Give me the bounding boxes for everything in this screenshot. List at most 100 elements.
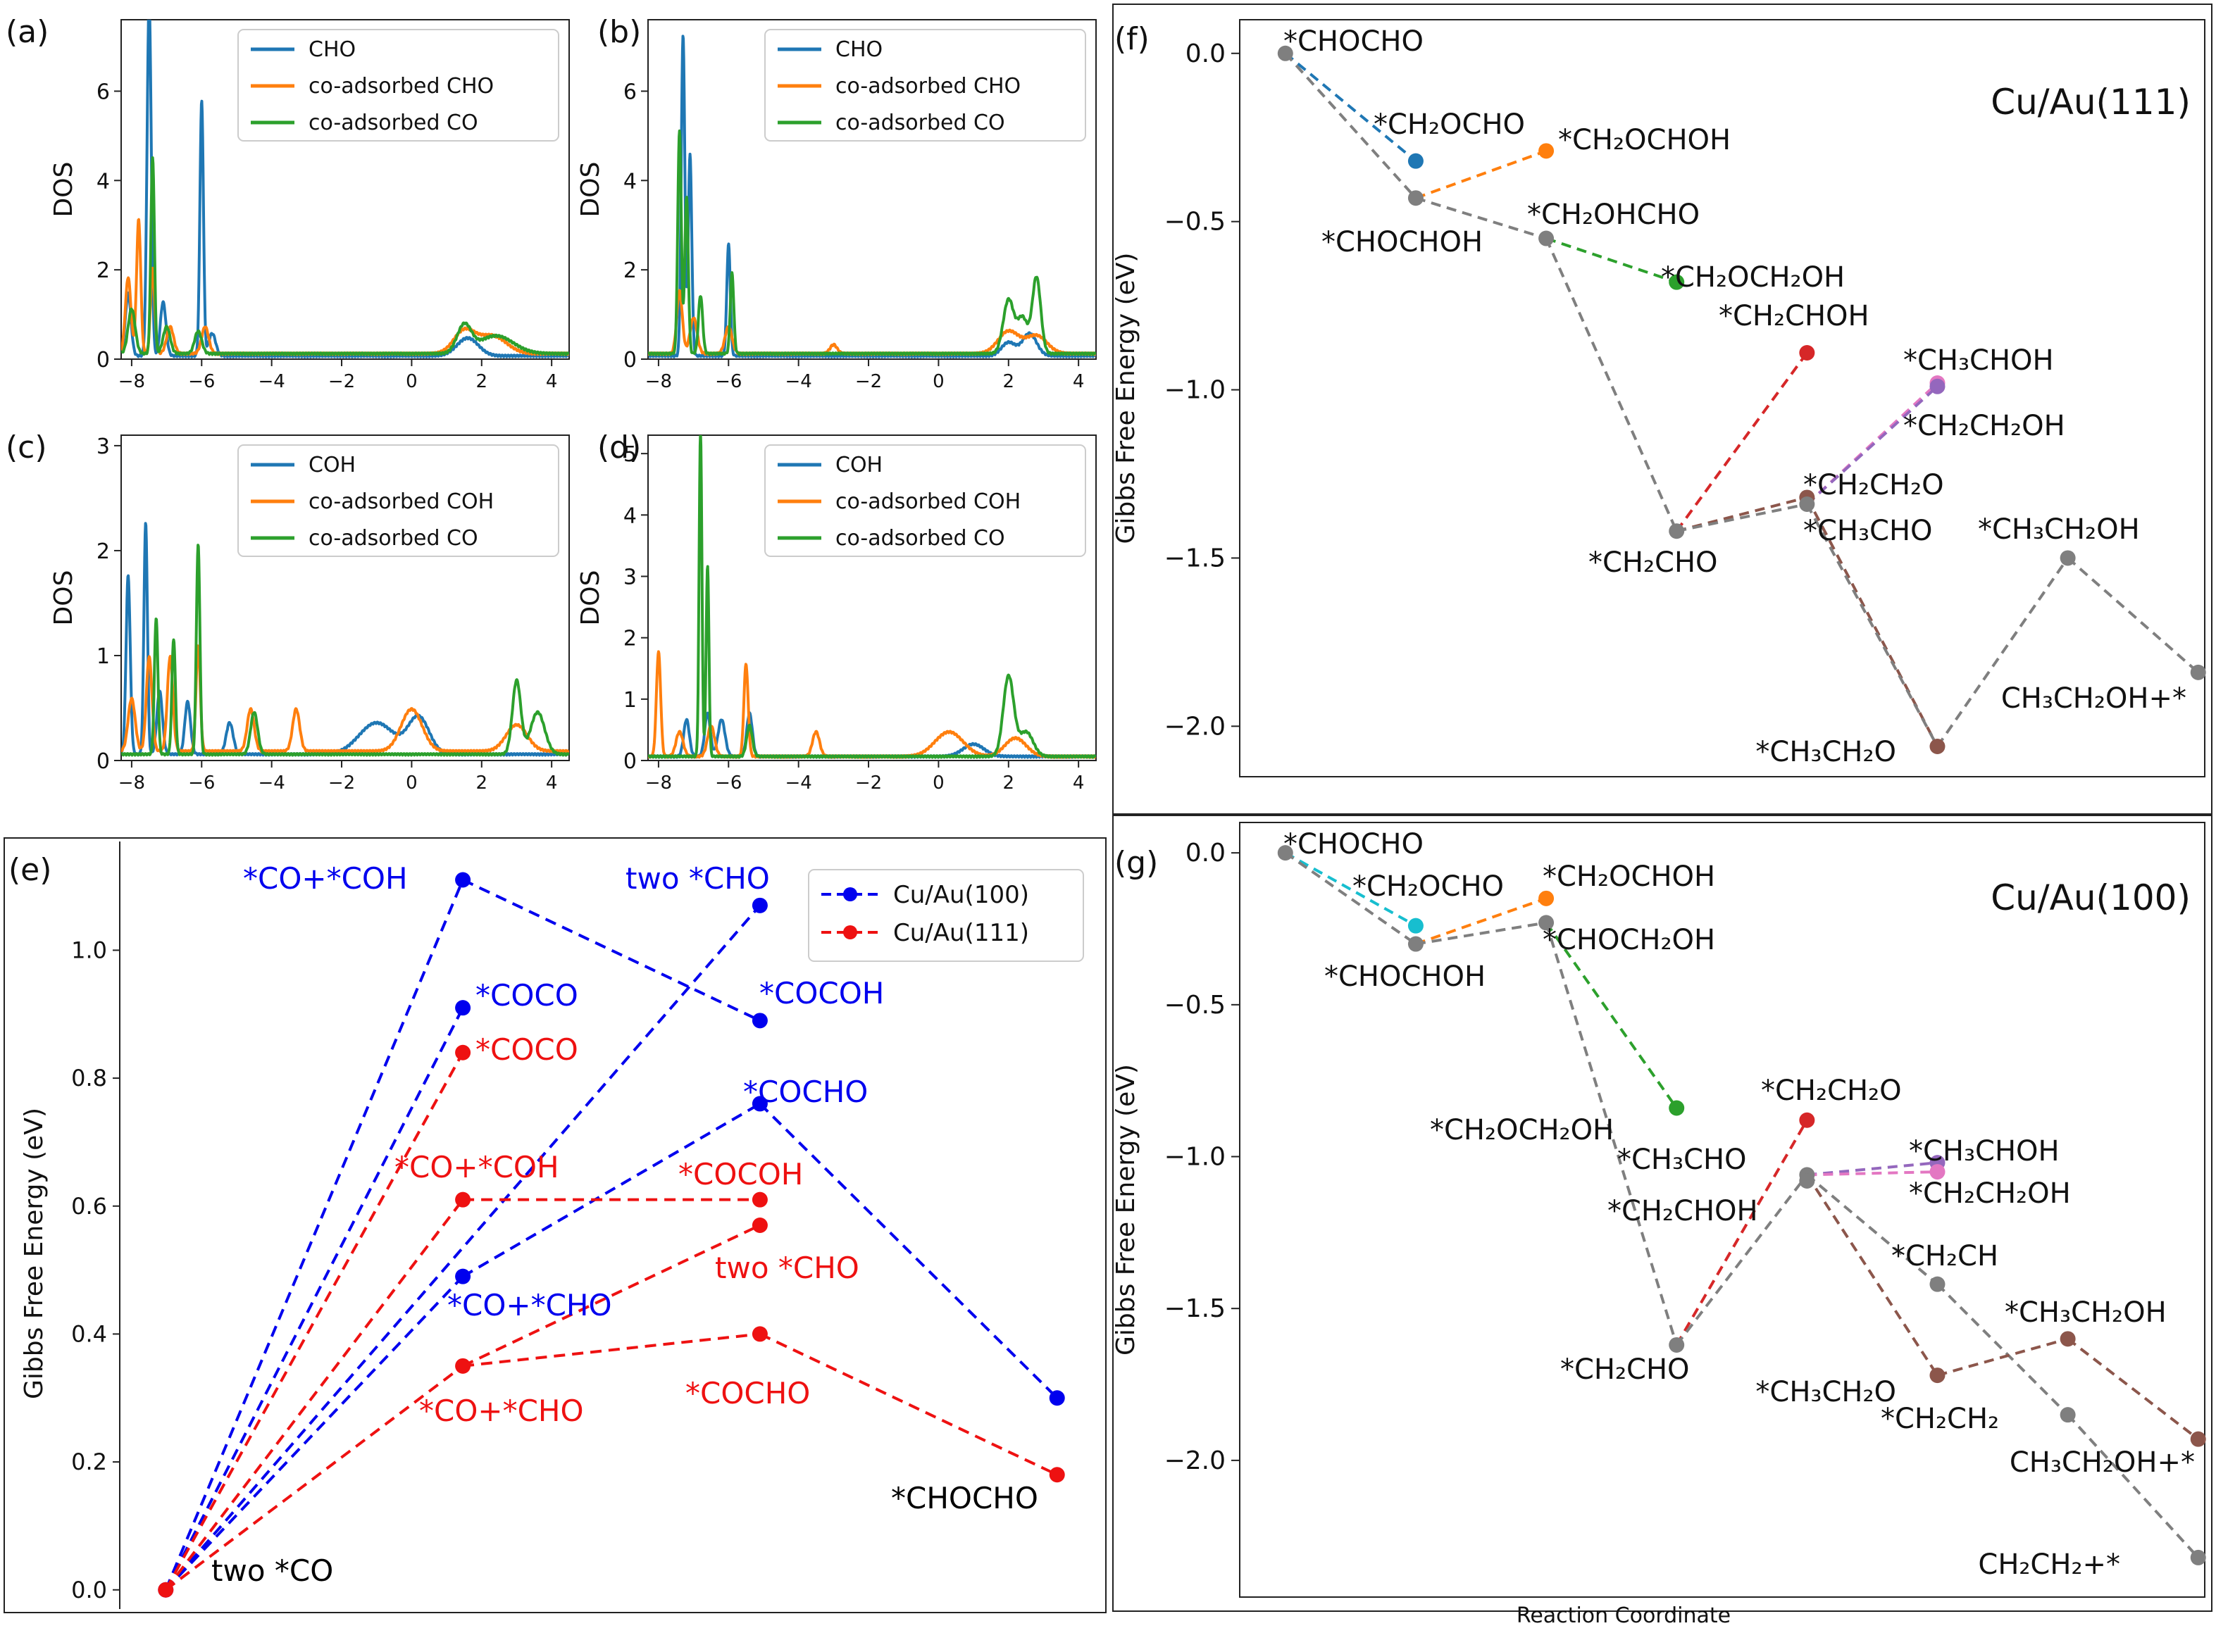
state-label: *CO+*COH (243, 861, 408, 896)
pathway-edge (1675, 351, 1808, 532)
y-axis-label: DOS (576, 162, 605, 218)
y-tick-label: 6 (97, 80, 110, 104)
x-tick-label: 0 (933, 772, 945, 794)
state-label: *COCOH (759, 976, 884, 1010)
y-tick-label: −1.5 (1164, 1294, 1226, 1323)
energy-panel-e: 0.0 0.2 0.4 0.6 0.8 1.0 Gibbs Free Energy (eV)… (4, 837, 1107, 1613)
x-tick-label: 0 (933, 371, 945, 392)
state-label: two *CO (211, 1553, 333, 1588)
y-tick-label: −0.5 (1164, 208, 1226, 237)
state-point (1929, 739, 1946, 754)
legend-box (237, 444, 559, 557)
state-label: CH₃CH₂OH+* (2001, 682, 2186, 715)
axes-frame (1239, 822, 2205, 1598)
legend-box (764, 29, 1086, 142)
axes-frame (120, 434, 570, 761)
legend-entry: CHO (835, 37, 883, 62)
pathway-edge (1415, 896, 1547, 946)
y-tick-label: 0 (623, 348, 637, 373)
state-label: *CHOCHOH (1321, 226, 1483, 258)
x-tick-label: −2 (855, 772, 882, 794)
legend-box (808, 869, 1084, 962)
pathway-edge (462, 1332, 761, 1368)
legend-entry: COH (309, 453, 356, 477)
x-tick-label: 4 (546, 772, 558, 794)
x-tick-label: 4 (1073, 371, 1085, 392)
pathway-edge (164, 904, 761, 1591)
state-label: *CH₂CHOH (1719, 300, 1869, 332)
panel-tag: (c) (6, 430, 47, 465)
y-tick-label: 0 (623, 749, 637, 774)
pathway-edge (1806, 1173, 1938, 1286)
y-tick-label: 1.0 (71, 937, 107, 963)
state-label: *CH₂OCH₂OH (1430, 1114, 1614, 1146)
state-point (1929, 1164, 1946, 1180)
state-label: *COCO (475, 1032, 578, 1067)
dos-series-line-1 (121, 218, 569, 356)
panel-tag: (e) (8, 852, 51, 888)
y-tick-label: 0 (97, 348, 110, 373)
pathway-edge (1807, 1170, 1938, 1177)
state-label: *CH₃CH₂O (1755, 736, 1896, 768)
y-tick-label: 4 (623, 169, 637, 194)
x-tick-label: 2 (476, 371, 488, 392)
pathway-edge (1675, 1174, 1808, 1346)
x-tick-label: 2 (1003, 772, 1015, 794)
axes-frame (1239, 19, 2205, 777)
x-tick-label: −2 (328, 371, 355, 392)
y-tick-label: 3 (97, 434, 110, 459)
dos-series-line-0 (121, 522, 569, 757)
y-axis-label: DOS (49, 162, 78, 218)
pathway-edge (164, 1199, 464, 1591)
state-label: *COCHO (743, 1075, 868, 1109)
state-point (1277, 845, 1293, 861)
pathway-edge (462, 1102, 761, 1278)
pathway-edge (1936, 1283, 2069, 1416)
y-axis-label: Gibbs Free Energy (eV) (1112, 1064, 1140, 1356)
energy-panel-5: 0.0 −0.5 −1.0 −1.5 −2.0 Gibbs Free Energy (eV… (1112, 4, 2212, 815)
state-point (2060, 1331, 2076, 1347)
state-point (1669, 1337, 1685, 1353)
pathway-edge (1284, 851, 1417, 946)
state-point (2060, 550, 2076, 566)
panel-frame (1112, 4, 2212, 815)
state-point (2190, 664, 2206, 680)
x-tick-label: 0 (406, 772, 418, 794)
pathway-edge (1415, 921, 1547, 946)
x-tick-label: −4 (785, 371, 811, 392)
panel-tag: (a) (6, 14, 49, 50)
y-tick-label: 1 (623, 688, 637, 713)
legend-marker (843, 887, 857, 901)
panel-frame (1112, 815, 2212, 1612)
y-tick-label: −1.0 (1164, 1143, 1226, 1172)
pathway-edge (1284, 52, 1417, 199)
x-tick-label: 4 (1073, 772, 1085, 794)
state-label: *CH₂OCHOH (1558, 124, 1731, 156)
y-tick-label: 0.6 (71, 1193, 107, 1220)
state-label: *CH₃CH₂OH (1978, 513, 2140, 546)
legend-box (764, 444, 1086, 557)
state-point (1407, 918, 1424, 934)
legend-entry: co-adsorbed CO (835, 111, 1005, 135)
state-label: *CHOCH₂OH (1543, 924, 1715, 956)
y-tick-label: 5 (623, 442, 637, 467)
axes-frame (647, 19, 1097, 360)
state-point (1538, 230, 1555, 246)
state-label: *CH₃CHOH (1909, 1135, 2060, 1168)
pathway-edge (1284, 851, 1417, 927)
state-point (752, 1013, 768, 1029)
y-tick-label: 2 (97, 539, 110, 564)
pathway-edge (1805, 503, 1939, 747)
state-point (1669, 274, 1685, 290)
state-point (1538, 890, 1555, 906)
legend-entry: co-adsorbed CO (309, 111, 478, 135)
legend-entry: co-adsorbed CHO (835, 74, 1021, 99)
pathway-edge (164, 1051, 464, 1591)
state-label: *CH₂OCHO (1374, 108, 1525, 141)
state-point (455, 872, 471, 888)
y-axis-label: DOS (49, 570, 78, 626)
pathway-edge (165, 1365, 464, 1591)
state-label: CH₂CH₂+* (1978, 1548, 2120, 1581)
y-tick-label: 4 (623, 503, 637, 528)
state-label: *CH₃CH₂OH (2005, 1296, 2167, 1329)
